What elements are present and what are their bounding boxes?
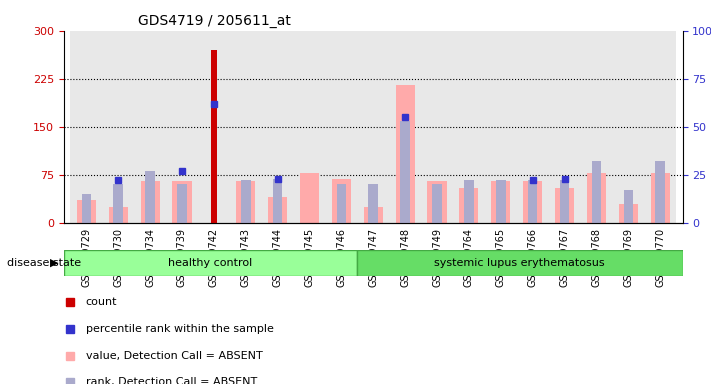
Text: healthy control: healthy control [169,258,252,268]
Bar [364,207,383,223]
Bar [241,180,250,223]
Bar [389,31,421,223]
Text: rank, Detection Call = ABSENT: rank, Detection Call = ABSENT [85,377,257,384]
Text: value, Detection Call = ABSENT: value, Detection Call = ABSENT [85,351,262,361]
Bar [619,204,638,223]
Bar [644,31,676,223]
Bar [262,31,294,223]
Bar [177,184,187,223]
Text: percentile rank within the sample: percentile rank within the sample [85,324,274,334]
FancyBboxPatch shape [357,250,683,276]
Bar [268,197,287,223]
Text: ▶: ▶ [50,258,58,268]
Bar [580,31,612,223]
Bar [453,31,485,223]
Bar [102,31,134,223]
Bar [549,31,580,223]
Bar [230,31,262,223]
Text: count: count [85,297,117,307]
Bar [211,50,217,223]
Bar [491,181,510,223]
Bar [300,173,319,223]
Text: systemic lupus erythematosus: systemic lupus erythematosus [434,258,605,268]
Bar [612,31,644,223]
Bar [592,161,602,223]
Bar [485,31,517,223]
Bar [528,180,538,223]
Bar [624,190,633,223]
Text: disease state: disease state [7,258,81,268]
Bar [332,179,351,223]
Bar [134,31,166,223]
Bar [358,31,389,223]
Bar [145,171,155,223]
Bar [114,184,123,223]
Bar [198,31,230,223]
Bar [656,161,665,223]
Bar [517,31,549,223]
Bar [523,181,542,223]
Bar [273,179,282,223]
FancyBboxPatch shape [64,250,357,276]
Bar [70,31,102,223]
Bar [294,31,326,223]
Bar [109,207,128,223]
Bar [432,184,442,223]
Bar [496,180,506,223]
Bar [82,194,91,223]
Bar [326,31,358,223]
Bar [236,181,255,223]
Text: GDS4719 / 205611_at: GDS4719 / 205611_at [138,14,291,28]
Bar [368,184,378,223]
Bar [395,85,415,223]
Bar [421,31,453,223]
Bar [560,180,570,223]
Bar [400,121,410,223]
Bar [587,173,606,223]
Bar [427,181,447,223]
Bar [336,184,346,223]
Bar [166,31,198,223]
Bar [172,181,191,223]
Bar [464,180,474,223]
Bar [77,200,96,223]
Bar [141,181,160,223]
Bar [651,174,670,223]
Bar [555,187,574,223]
Bar [459,187,479,223]
